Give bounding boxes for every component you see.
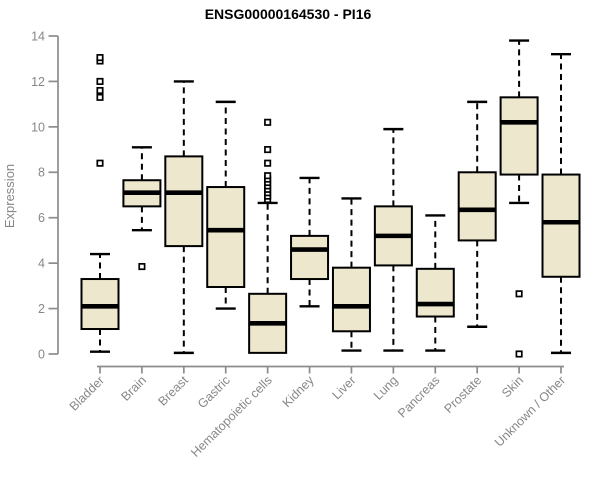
x-tick-label-bladder: Bladder <box>67 373 107 413</box>
box-skin <box>499 39 539 358</box>
y-tick-label: 12 <box>31 75 45 89</box>
x-tick-label-hematopoietic-cells: Hematopoietic cells <box>188 373 275 460</box>
outlier-point <box>264 159 272 167</box>
outlier-point <box>264 146 272 154</box>
iqr-box <box>206 186 246 288</box>
outlier-point <box>138 263 146 271</box>
iqr-box <box>415 267 455 318</box>
box-bladder <box>80 54 120 353</box>
y-tick-label: 14 <box>31 29 45 43</box>
iqr-box <box>499 96 539 176</box>
outlier-point <box>96 86 104 95</box>
y-axis: 0 2 4 6 8 10 12 14 <box>31 29 59 361</box>
x-tick-label-liver: Liver <box>330 373 359 402</box>
iqr-box <box>290 234 330 281</box>
box-liver <box>331 197 371 352</box>
x-tick-label-gastric: Gastric <box>195 373 233 411</box>
x-tick-label-breast: Breast <box>155 373 191 409</box>
box-pancreas <box>415 214 455 352</box>
outlier-point <box>264 118 272 126</box>
y-tick-label: 4 <box>38 257 45 271</box>
iqr-box <box>541 173 581 278</box>
box-gastric <box>206 100 246 310</box>
chart-title: ENSG00000164530 - PI16 <box>205 6 372 22</box>
box-brain <box>122 146 162 271</box>
iqr-box <box>164 155 204 248</box>
y-tick-label: 8 <box>38 166 45 180</box>
box-hematopoietic-cells <box>248 118 288 354</box>
iqr-box <box>331 266 371 333</box>
y-tick-label: 0 <box>38 347 45 361</box>
y-tick-label: 6 <box>38 211 45 225</box>
box-lung <box>373 127 413 352</box>
box-unknown-other <box>541 52 581 355</box>
outlier-point <box>96 77 104 85</box>
outlier-point <box>515 350 523 358</box>
x-tick-label-pancreas: Pancreas <box>395 373 442 420</box>
outlier-point <box>96 93 104 101</box>
x-tick-label-kidney: Kidney <box>280 373 317 410</box>
x-tick-label-brain: Brain <box>118 373 149 404</box>
plot-area: 0 2 4 6 8 10 12 14 Bladder Brain Breast GastricHema… <box>31 29 581 460</box>
outlier-point <box>515 290 523 298</box>
box-kidney <box>290 176 330 308</box>
x-tick-label-skin: Skin <box>499 373 526 400</box>
iqr-box <box>457 171 497 242</box>
outlier-point <box>96 159 104 167</box>
x-tick-label-lung: Lung <box>371 373 401 403</box>
x-tick-label-prostate: Prostate <box>441 373 484 416</box>
outlier-point <box>264 172 272 180</box>
box-breast <box>164 80 204 355</box>
y-tick-label: 10 <box>31 120 45 134</box>
x-tick-label-unknown-other: Unknown / Other <box>492 373 568 449</box>
box-prostate <box>457 100 497 328</box>
y-axis-title: Expression <box>2 164 17 228</box>
y-tick-label: 2 <box>38 302 45 316</box>
outlier-point <box>96 54 104 62</box>
